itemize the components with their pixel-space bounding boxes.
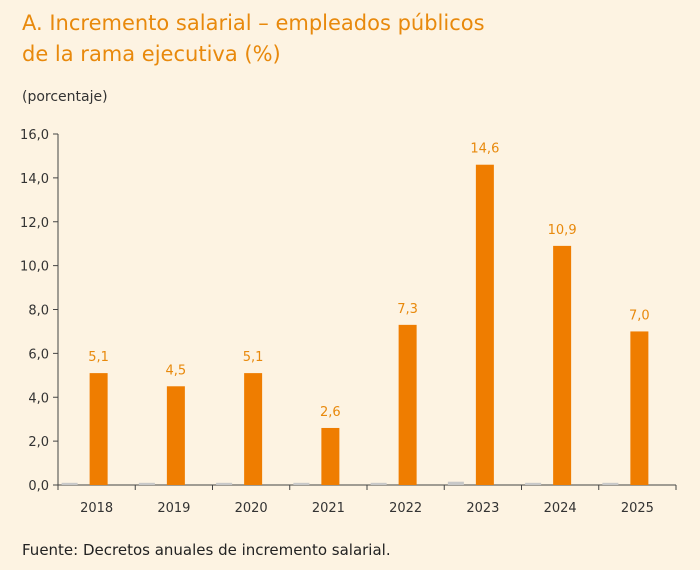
chart-bars [61,164,649,485]
chart-title-line-1: A. Incremento salarial – empleados públi… [22,11,485,35]
x-tick-label-2019: 2019 [157,501,190,516]
x-tick-label-2021: 2021 [312,501,345,516]
y-tick-label: 0,0 [28,479,49,494]
chart-labels: 5,1 2018 4,5 2019 5,1 2020 2,6 2021 7,3 2022 14,6 2… [80,142,654,516]
bar-2025 [630,331,649,485]
bar-secondary-2022 [370,482,387,485]
y-tick-label: 6,0 [28,347,49,362]
y-tick-label: 12,0 [20,216,49,231]
value-label-2018: 5,1 [88,350,109,365]
bar-2020 [244,373,263,485]
x-tick-label-2024: 2024 [544,501,577,516]
chart-axes: 0,0 2,0 4,0 6,0 8,0 10,0 12,0 14,0 16,0 [20,128,677,494]
bar-secondary-2018 [61,482,78,485]
y-tick-label: 8,0 [28,304,49,319]
bar-2019 [166,386,185,485]
bar-secondary-2023 [447,481,464,485]
bar-secondary-2025 [602,482,619,485]
x-tick-label-2020: 2020 [235,501,268,516]
x-tick-label-2025: 2025 [621,501,654,516]
y-tick-label: 14,0 [20,172,49,187]
chart-title: A. Incremento salarial – empleados públi… [22,8,622,70]
value-label-2020: 5,1 [243,350,264,365]
source-note: Fuente: Decretos anuales de incremento s… [22,541,391,559]
x-tick-label-2018: 2018 [80,501,113,516]
value-label-2019: 4,5 [166,363,187,378]
value-label-2024: 10,9 [548,223,577,238]
y-axis-unit-label: (porcentaje) [22,89,108,105]
bar-2021 [321,427,340,485]
y-tick-label: 2,0 [28,435,49,450]
chart-title-line-2: de la rama ejecutiva (%) [22,42,281,66]
y-tick-label: 16,0 [20,128,49,143]
x-tick-label-2022: 2022 [389,501,422,516]
value-label-2025: 7,0 [629,308,650,323]
x-tick-label-2023: 2023 [466,501,499,516]
bar-secondary-2024 [525,482,542,485]
bar-2023 [475,164,494,485]
bar-2018 [89,373,108,485]
bar-2022 [398,324,417,485]
bar-secondary-2020 [216,482,233,485]
bar-secondary-2021 [293,482,310,485]
bar-2024 [553,245,572,485]
y-tick-label: 4,0 [28,391,49,406]
value-label-2023: 14,6 [470,142,499,157]
value-label-2021: 2,6 [320,405,341,420]
y-tick-label: 10,0 [20,260,49,275]
value-label-2022: 7,3 [397,302,418,317]
bar-secondary-2019 [138,482,155,485]
